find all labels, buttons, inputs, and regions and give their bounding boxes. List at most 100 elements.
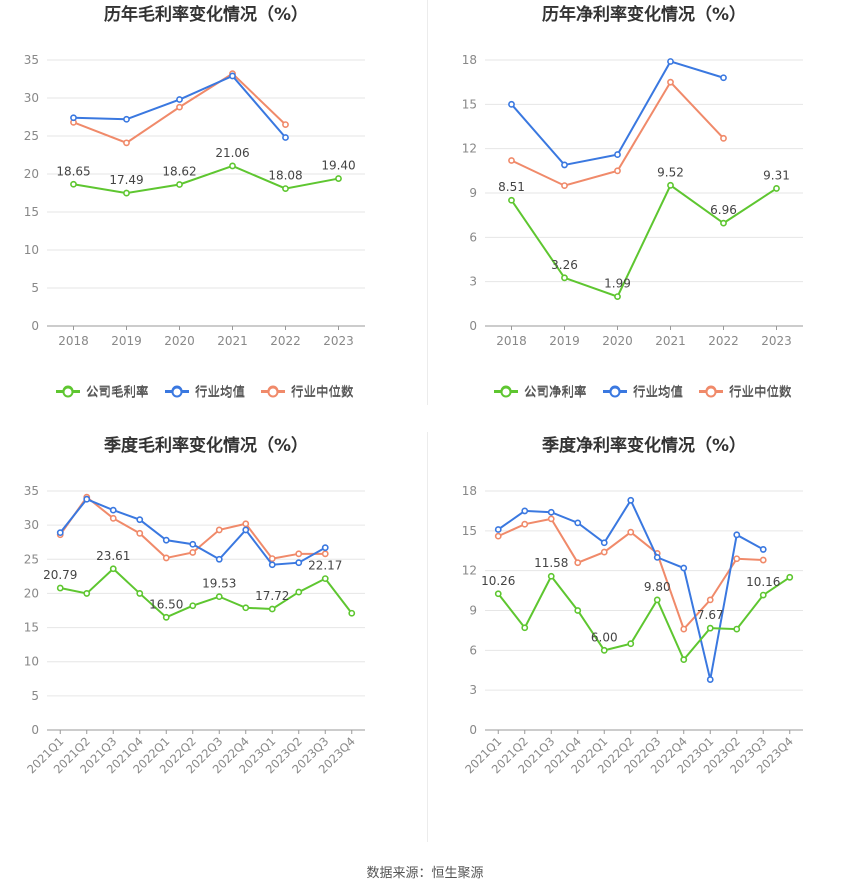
data-point-company	[759, 591, 767, 599]
y-tick-label: 0	[31, 319, 39, 333]
y-tick-label: 15	[462, 524, 477, 538]
y-tick-label: 3	[469, 683, 477, 697]
x-tick-label: 2023	[761, 334, 792, 348]
y-tick-label: 10	[24, 655, 39, 669]
data-point-industry-median	[176, 103, 183, 111]
legend-label: 行业中位数	[291, 385, 354, 400]
data-point-industry-median	[680, 625, 688, 633]
data-point-company	[508, 196, 515, 204]
data-point-industry-median	[295, 550, 303, 558]
data-label: 9.52	[657, 165, 684, 179]
data-point-company	[70, 180, 77, 188]
data-point-company	[521, 624, 529, 632]
chart-4: 季度净利率变化情况（%）03691215182021Q12021Q22021Q3…	[462, 385, 803, 776]
data-point-company	[773, 185, 780, 192]
y-tick-label: 30	[24, 518, 39, 532]
y-tick-label: 10	[24, 243, 39, 257]
legend-label: 行业均值	[195, 384, 245, 399]
data-point-industry-median	[508, 157, 515, 164]
data-point-company	[627, 640, 635, 648]
x-tick-label: 2020	[164, 334, 195, 348]
data-point-industry-median	[321, 550, 329, 558]
x-tick-label: 2022	[708, 334, 739, 348]
y-tick-label: 0	[31, 723, 39, 737]
data-label: 11.58	[534, 556, 568, 570]
data-point-company	[56, 584, 64, 592]
y-tick-label: 35	[24, 53, 39, 67]
data-label: 10.16	[746, 575, 780, 589]
legend-label: 公司净利率	[524, 385, 587, 400]
data-point-industry-median	[494, 532, 502, 540]
data-label: 18.08	[268, 169, 302, 183]
y-tick-label: 5	[31, 689, 39, 703]
data-label: 18.65	[56, 164, 90, 178]
data-point-company	[561, 274, 568, 282]
data-label: 20.79	[43, 568, 77, 582]
data-point-company	[667, 181, 674, 189]
data-point-industry-avg	[547, 508, 555, 516]
series-line-industry-avg	[497, 498, 764, 680]
data-point-industry-avg	[162, 536, 170, 544]
data-point-industry-avg	[759, 546, 767, 553]
column-divider	[427, 432, 428, 842]
data-point-company	[162, 613, 170, 621]
y-tick-label: 9	[469, 186, 477, 200]
data-point-industry-median	[521, 520, 529, 528]
y-tick-label: 15	[24, 621, 39, 635]
data-point-industry-avg	[667, 58, 674, 65]
y-tick-label: 0	[469, 319, 477, 333]
y-tick-label: 25	[24, 129, 39, 143]
data-point-industry-avg	[136, 516, 144, 524]
y-tick-label: 15	[24, 205, 39, 219]
data-point-industry-avg	[521, 507, 529, 515]
legend-label: 行业中位数	[729, 384, 792, 399]
x-tick-label: 2022	[270, 334, 301, 348]
data-point-industry-avg	[229, 72, 236, 80]
y-tick-label: 15	[462, 97, 477, 111]
y-tick-label: 25	[24, 552, 39, 566]
y-tick-label: 5	[31, 281, 39, 295]
x-tick-label: 2019	[549, 334, 580, 348]
y-tick-label: 9	[469, 604, 477, 618]
legend-item-industry-median: 行业中位数	[261, 385, 354, 400]
data-point-industry-avg	[627, 496, 635, 504]
data-point-industry-avg	[123, 115, 130, 123]
legend-label: 行业均值	[633, 385, 683, 400]
data-point-industry-avg	[494, 526, 502, 533]
data-point-industry-median	[561, 182, 568, 190]
data-point-company	[268, 605, 276, 613]
data-point-industry-median	[733, 555, 741, 563]
data-point-industry-avg	[680, 564, 688, 572]
data-point-industry-avg	[70, 114, 77, 122]
y-tick-label: 12	[462, 142, 477, 156]
data-point-company	[680, 656, 688, 664]
data-point-industry-avg	[561, 161, 568, 169]
chart-1: 历年毛利率变化情况（%） 0 5 10 15 20 25 30 35 2018 2019 2020 20…	[24, 4, 365, 399]
chart-title: 季度净利率变化情况（%）	[542, 435, 746, 456]
legend-label: 公司毛利率	[86, 384, 149, 399]
legend-item-industry-avg: 行业均值	[603, 385, 683, 400]
data-point-industry-median	[268, 555, 276, 563]
data-point-industry-avg	[720, 74, 727, 82]
y-tick-label: 30	[24, 91, 39, 105]
data-point-company	[242, 604, 250, 612]
data-point-company	[547, 572, 555, 580]
data-point-industry-avg	[574, 519, 582, 527]
chart-title: 季度毛利率变化情况（%）	[104, 435, 308, 456]
data-point-industry-avg	[600, 539, 608, 547]
data-point-industry-median	[759, 556, 767, 564]
data-point-company	[282, 185, 289, 192]
y-tick-label: 3	[469, 275, 477, 289]
chart-title: 历年净利率变化情况（%）	[542, 4, 746, 25]
data-point-industry-median	[123, 139, 130, 147]
data-label: 6.96	[710, 203, 737, 217]
data-point-industry-avg	[653, 553, 661, 561]
data-label: 23.61	[96, 549, 130, 563]
data-point-industry-avg	[733, 531, 741, 539]
data-point-company	[189, 602, 197, 610]
legend-item-industry-median: 行业中位数	[699, 385, 792, 400]
legend-label: 行业中位数	[729, 385, 792, 400]
data-label: 10.26	[481, 574, 515, 588]
data-label: 19.40	[321, 159, 355, 173]
